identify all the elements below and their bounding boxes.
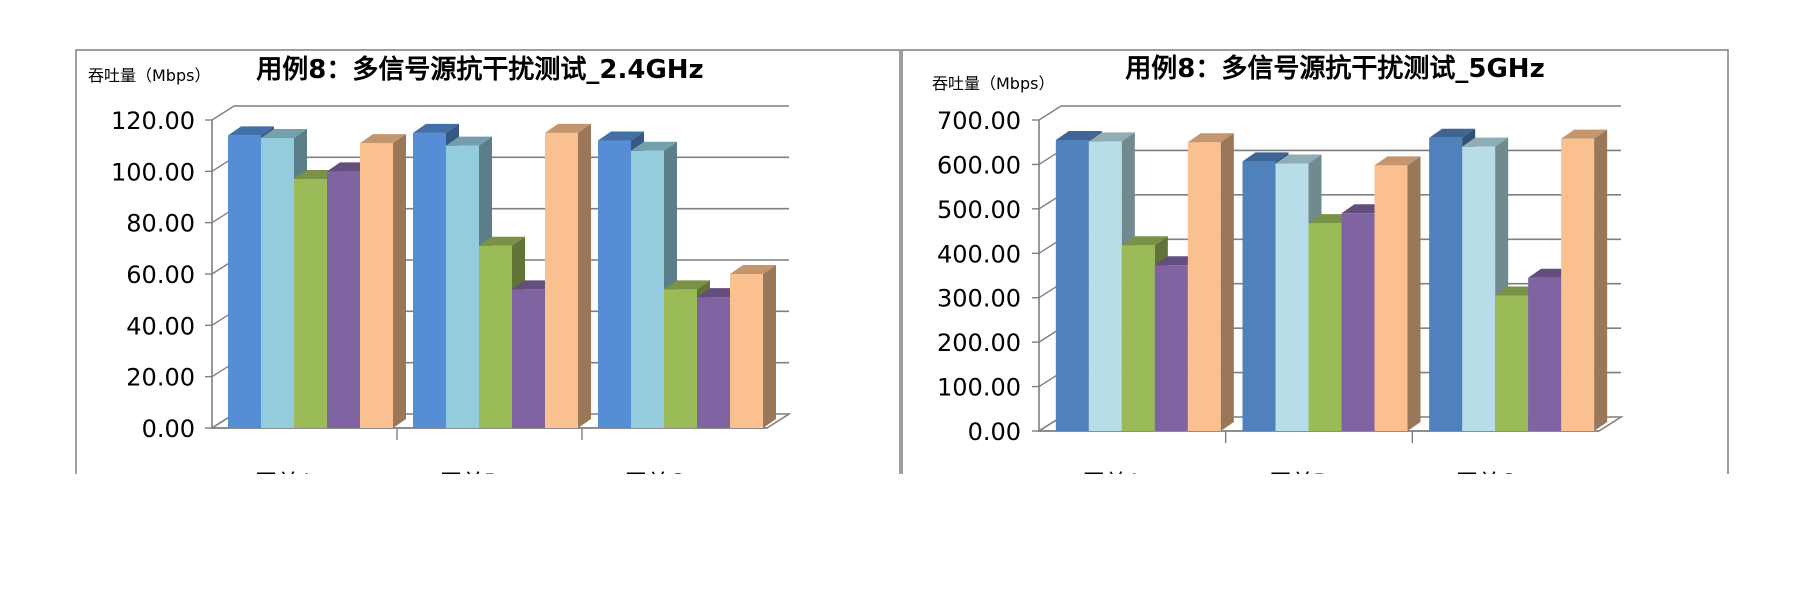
bar-front [631, 150, 664, 429]
bar-front [294, 179, 327, 428]
bar-front [1528, 277, 1562, 431]
bar-front [1495, 295, 1529, 431]
y-axis-label: 吞吐量（Mbps） [932, 74, 1054, 93]
bar-top [1374, 156, 1421, 166]
bar-front [1242, 161, 1276, 431]
x-tick-label: 网关C [1456, 471, 1515, 474]
bar-front [1088, 141, 1122, 431]
y-tick-label: 120.00 [111, 107, 195, 135]
bar-side [578, 123, 591, 428]
bar-top [1242, 152, 1289, 162]
x-tick-label: 网关B [440, 471, 499, 474]
y-tick-label: 700.00 [937, 107, 1021, 135]
y-tick-label: 20.00 [126, 364, 195, 392]
y-tick-label: 0.00 [142, 415, 195, 443]
bar-top [413, 123, 459, 133]
bar-front [1429, 137, 1463, 431]
x-tick-label: 网关B [1269, 471, 1328, 474]
bar-top [631, 141, 677, 151]
bar-front [730, 274, 763, 428]
bar [730, 265, 776, 428]
y-axis-label: 吞吐量（Mbps） [88, 66, 210, 85]
y-tick-label: 60.00 [126, 261, 195, 289]
y-tick-label: 600.00 [937, 151, 1021, 179]
y-tick-label: 80.00 [126, 210, 195, 238]
y-tick-label: 40.00 [126, 312, 195, 340]
bar [360, 134, 406, 428]
bar-front [1275, 163, 1309, 432]
gridline-side [1038, 105, 1062, 121]
bar-front [1154, 265, 1188, 431]
bar-top [664, 280, 710, 290]
bar-front [1121, 245, 1155, 431]
chart-border [901, 49, 1729, 474]
bar [545, 123, 591, 429]
y-tick-label: 200.00 [937, 329, 1021, 357]
bar-front [697, 297, 730, 428]
x-tick-label: 网关C [625, 471, 684, 474]
bar-front [1561, 138, 1595, 431]
bar-top [228, 126, 274, 136]
bar-front [1187, 142, 1221, 431]
y-tick-label: 100.00 [937, 374, 1021, 402]
bar-front [1462, 146, 1496, 431]
bar-front [598, 140, 631, 429]
bar [1374, 156, 1421, 431]
chart-border [75, 49, 901, 474]
bar-top [446, 136, 492, 146]
bar [1561, 129, 1608, 431]
bar-front [545, 132, 578, 429]
bar [479, 236, 525, 428]
bar-top [261, 128, 307, 138]
bar-front [479, 245, 512, 428]
bar-front [1308, 223, 1342, 431]
y-tick-label: 0.00 [968, 418, 1021, 446]
chart-5ghz: 用例8：多信号源抗干扰测试_5GHz 吞吐量（Mbps） 0.00 100.00 200… [901, 49, 1729, 474]
bar-side [393, 134, 406, 428]
bar-front [512, 289, 545, 428]
bar [1462, 137, 1509, 431]
bar-side [1594, 129, 1608, 431]
bar-side [1407, 156, 1421, 431]
y-tick-label: 100.00 [111, 158, 195, 186]
bar-front [261, 137, 294, 428]
bar-front [446, 145, 479, 428]
bar-front [327, 171, 360, 429]
x-tick-label: 网关A [255, 471, 314, 474]
bar-front [413, 132, 446, 429]
x-tick-label: 网关A [1083, 471, 1142, 474]
bar-top [1121, 236, 1168, 246]
chart-2-4ghz: 用例8：多信号源抗干扰测试_2.4GHz 吞吐量（Mbps） 0.00 20.00 40… [75, 49, 901, 474]
y-tick-label: 300.00 [937, 285, 1021, 313]
bar-top [1462, 137, 1509, 147]
bar-top [1561, 129, 1608, 139]
bar-top [360, 134, 406, 144]
bar-front [1374, 165, 1408, 431]
chart-title: 用例8：多信号源抗干扰测试_2.4GHz [256, 54, 703, 85]
bar-top [1187, 133, 1234, 143]
bar-front [228, 135, 261, 428]
bar-front [664, 289, 697, 428]
bar-top [730, 265, 776, 274]
bar-top [545, 123, 591, 133]
bar-front [1055, 139, 1089, 431]
bar-top [598, 131, 644, 141]
gridline-side [211, 105, 235, 121]
bar-top [479, 236, 525, 246]
bar [1187, 133, 1234, 431]
bar-top [1088, 132, 1135, 142]
y-tick-label: 400.00 [937, 240, 1021, 268]
y-tick-label: 500.00 [937, 196, 1021, 224]
bar [1275, 154, 1322, 432]
bar-top [1275, 154, 1322, 164]
bar-front [360, 143, 393, 428]
bar-side [763, 265, 776, 428]
bar-top [1429, 128, 1476, 138]
chart-title: 用例8：多信号源抗干扰测试_5GHz [1125, 53, 1544, 84]
bar-top [1055, 130, 1102, 140]
bar-front [1341, 213, 1375, 431]
bar-side [1220, 133, 1234, 431]
